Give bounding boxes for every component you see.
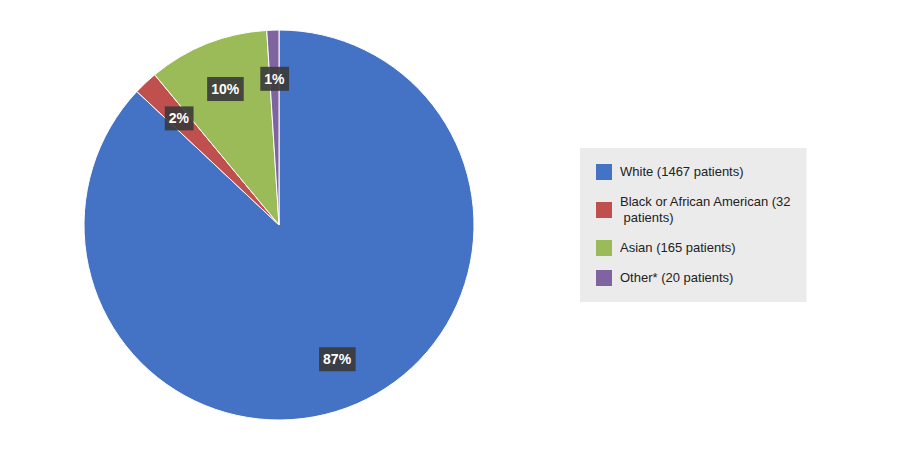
slices	[84, 30, 474, 420]
data-label: 10%	[211, 81, 240, 97]
legend-swatch	[596, 270, 612, 286]
chart: 87% 2% 10% 1% White (1467 patients) Black or …	[0, 0, 900, 450]
legend-item: White (1467 patients)	[596, 164, 744, 180]
legend-label-line: Other* (20 patients)	[620, 270, 733, 285]
legend-item: Black or African American (32 patients)	[596, 194, 791, 225]
pie-slice	[155, 30, 279, 225]
pie: 87% 2% 10% 1%	[84, 30, 474, 420]
pie-slice	[267, 30, 279, 225]
legend-label-line: Asian (165 patients)	[620, 240, 736, 255]
legend-swatch	[596, 240, 612, 256]
data-label-group: 87%	[319, 347, 356, 371]
data-label: 1%	[264, 71, 285, 87]
data-label: 87%	[323, 351, 352, 367]
data-label-box	[165, 106, 194, 130]
legend-label: White (1467 patients)	[620, 164, 744, 179]
data-label-box	[319, 347, 356, 371]
legend-swatch	[596, 202, 612, 218]
legend-swatch	[596, 164, 612, 180]
data-label-group: 10%	[207, 77, 244, 101]
data-label-group: 2%	[165, 106, 194, 130]
data-label-box	[260, 67, 289, 91]
legend-label: Black or African American (32 patients)	[620, 194, 791, 225]
legend-item: Other* (20 patients)	[596, 270, 733, 286]
data-label-box	[207, 77, 244, 101]
pie-slice	[84, 30, 474, 420]
legend-label-line: White (1467 patients)	[620, 164, 744, 179]
legend-background	[580, 148, 807, 302]
legend-label-line: Black or African American (32	[620, 194, 791, 209]
legend-label: Asian (165 patients)	[620, 240, 736, 255]
data-label: 2%	[169, 110, 190, 126]
data-labels: 87% 2% 10% 1%	[165, 67, 356, 371]
legend: White (1467 patients) Black or African Am…	[580, 148, 807, 302]
legend-label: Other* (20 patients)	[620, 270, 733, 285]
legend-item: Asian (165 patients)	[596, 240, 736, 256]
data-label-group: 1%	[260, 67, 289, 91]
legend-label-line: patients)	[620, 210, 673, 225]
